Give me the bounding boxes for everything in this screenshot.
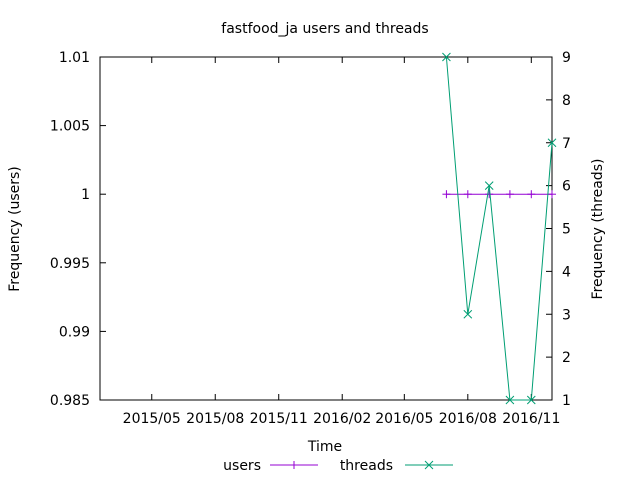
- y-tick-label: 1: [81, 187, 90, 203]
- x-axis-label: Time: [307, 439, 342, 455]
- y-tick-label: 0.995: [50, 256, 90, 272]
- y-tick-label: 0.985: [50, 393, 90, 409]
- x-tick-label: 2015/08: [186, 411, 244, 427]
- y-tick-label: 1.01: [59, 50, 90, 66]
- y2-tick-label: 9: [562, 50, 571, 66]
- y2-axis-ticks: 1 2 3 4 5 6 7 8 9: [546, 50, 571, 409]
- legend-marker-users: [290, 461, 298, 469]
- x-tick-label: 2016/02: [313, 411, 371, 427]
- legend-item-threads: threads: [340, 458, 453, 474]
- data-point-threads: [505, 395, 515, 405]
- y-axis-label: Frequency (users): [7, 166, 23, 292]
- x-tick-label: 2016/08: [439, 411, 497, 427]
- data-point-users: [548, 190, 556, 199]
- legend: users threads: [223, 458, 453, 474]
- x-tick-label: 2015/05: [123, 411, 181, 427]
- y2-tick-label: 7: [562, 136, 571, 152]
- data-point-users: [485, 190, 494, 199]
- y-axis-ticks: 0.985 0.99 0.995 1 1.005 1.01: [50, 50, 106, 409]
- y2-tick-label: 4: [562, 264, 571, 280]
- x-tick-label: 2016/11: [502, 411, 560, 427]
- y2-tick-label: 3: [562, 307, 571, 323]
- series-layer: [442, 52, 557, 405]
- plot-frame: [99, 56, 553, 401]
- y2-tick-label: 5: [562, 222, 571, 238]
- y2-axis-label: Frequency (threads): [590, 159, 606, 300]
- y2-tick-label: 8: [562, 93, 571, 109]
- x-tick-label: 2015/11: [250, 411, 308, 427]
- data-point-threads: [526, 395, 536, 405]
- data-point-users: [505, 190, 514, 199]
- data-point-users: [442, 190, 451, 199]
- data-point-users: [527, 190, 536, 199]
- series-line-threads: [445, 56, 553, 401]
- legend-item-users: users: [223, 458, 318, 474]
- y2-tick-label: 6: [562, 179, 571, 195]
- data-point-threads: [442, 52, 451, 62]
- chart-title: fastfood_ja users and threads: [221, 21, 428, 37]
- data-point-users: [463, 190, 472, 199]
- legend-marker-threads-glyph: [424, 460, 434, 470]
- y-tick-label: 0.99: [59, 324, 90, 340]
- legend-label-threads: threads: [340, 458, 393, 474]
- x-tick-label: 2016/05: [375, 411, 433, 427]
- y2-tick-label: 2: [562, 350, 571, 366]
- legend-marker-threads: [424, 460, 434, 470]
- legend-label-users: users: [223, 458, 261, 474]
- y-tick-label: 1.005: [50, 119, 90, 135]
- legend-marker-users-glyph: [290, 461, 298, 469]
- y2-tick-label: 1: [562, 393, 571, 409]
- data-point-threads: [484, 181, 494, 190]
- data-point-threads: [463, 309, 473, 319]
- data-point-threads: [547, 138, 557, 148]
